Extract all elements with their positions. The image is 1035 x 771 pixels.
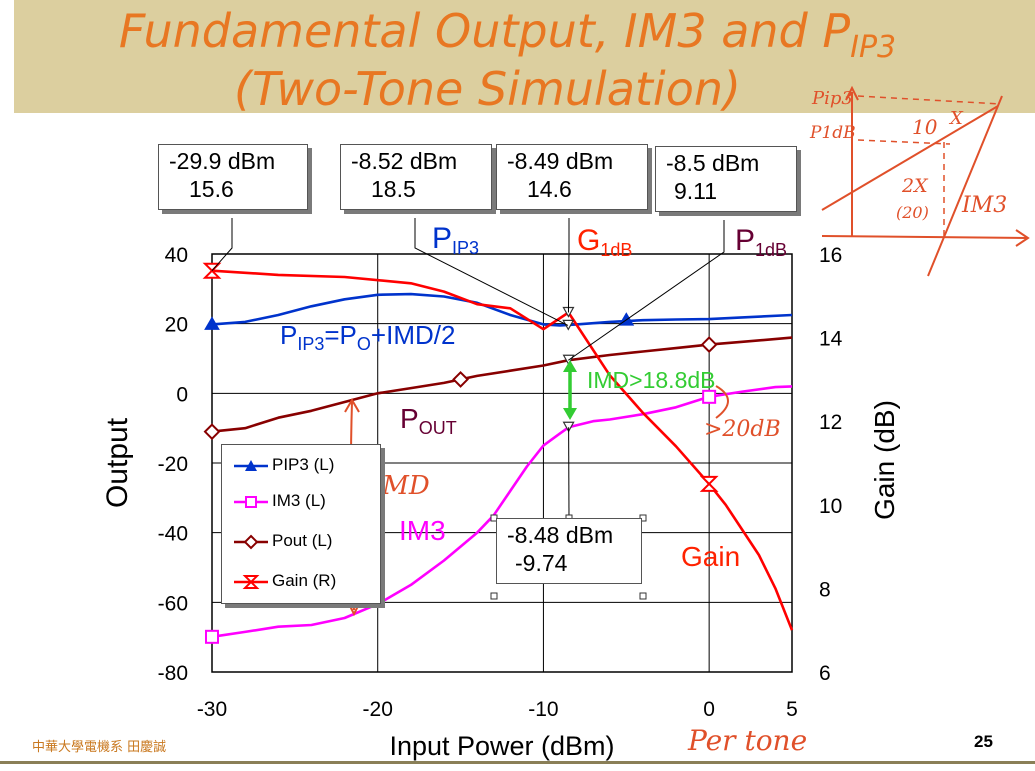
data-point-3 xyxy=(699,475,719,492)
hw-sketch-pip3-dash xyxy=(857,95,1001,105)
y-right-tick-label: 16 xyxy=(819,244,842,267)
gain-annotation: Gain xyxy=(681,541,740,572)
page-number: 25 xyxy=(974,732,993,751)
y-left-tick-label: 20 xyxy=(165,314,188,337)
hw-x-mark: X xyxy=(948,108,964,129)
title-band xyxy=(14,0,1035,113)
y-left-tick-label: -80 xyxy=(158,662,188,685)
hw-sketch-p1db-dash xyxy=(857,139,951,145)
imd-arrowhead-top xyxy=(563,360,577,372)
x-tick-label: -30 xyxy=(197,698,227,721)
selection-handle xyxy=(490,592,498,600)
callout-box-2: -8.52 dBm 18.5 xyxy=(340,144,492,210)
hw-per-tone-label: Per tone xyxy=(687,724,807,757)
data-point-0 xyxy=(204,316,220,330)
hw-imd-arrowhead-bottom xyxy=(347,601,361,617)
series-line-2 xyxy=(211,336,793,433)
y-right-tick-label: 12 xyxy=(819,411,842,434)
callout-box-1: -29.9 dBm 15.6 xyxy=(158,144,308,210)
footer-affiliation: 中華大學電機系 田慶誠 xyxy=(32,740,167,755)
imd-arrowhead-bottom xyxy=(563,408,577,420)
x-tick-label: 0 xyxy=(703,698,715,721)
callout-box-5: -8.48 dBm -9.74 xyxy=(496,518,642,584)
legend-item-gain: Gain (R) xyxy=(234,571,336,591)
y-axis-left-label: Output xyxy=(101,417,134,508)
imd-annotation: IMD>18.8dB xyxy=(587,367,716,393)
g1db-annotation: G1dB xyxy=(577,224,632,260)
hw-pip3-label: Pip3 xyxy=(811,88,853,109)
slide-title-line2: (Two-Tone Simulation) xyxy=(234,62,741,116)
data-point-2 xyxy=(452,370,469,388)
hw-imd-arrowhead-top xyxy=(344,398,360,413)
x-axis-label: Input Power (dBm) xyxy=(389,731,614,761)
y-left-tick-label: 40 xyxy=(165,244,188,267)
selection-handle xyxy=(639,592,647,600)
callout-leader xyxy=(567,218,570,313)
hw-2x-label: 2X xyxy=(901,175,929,197)
y-right-tick-label: 6 xyxy=(819,662,831,685)
hw-sketch-yaxis-head xyxy=(845,85,859,101)
im3-annotation: IM3 xyxy=(399,515,446,546)
hw-ten-label: 10 xyxy=(912,115,938,139)
pip3-annotation: PIP3 xyxy=(432,222,479,258)
hw-sketch-xaxis-head xyxy=(1015,229,1030,247)
hw-p1db-label: P1dB xyxy=(809,123,856,143)
legend-item-pip3: PIP3 (L) xyxy=(234,455,334,475)
callout-box-3: -8.49 dBm 14.6 xyxy=(496,144,648,210)
data-point-1 xyxy=(205,629,219,644)
legend: PIP3 (L) IM3 (L) Pout (L) Gain (R) xyxy=(221,444,381,604)
legend-item-pout: Pout (L) xyxy=(234,531,332,551)
series-line-0 xyxy=(211,292,793,327)
pip3-formula: PIP3=PO+IMD/2 xyxy=(280,320,455,354)
callout-box-4: -8.5 dBm 9.11 xyxy=(655,146,797,212)
p1db-annotation: P1dB xyxy=(735,224,787,260)
y-right-tick-label: 8 xyxy=(819,578,831,601)
data-point-1 xyxy=(702,389,717,404)
y-right-tick-label: 10 xyxy=(819,495,842,518)
x-tick-label: -20 xyxy=(363,698,393,721)
callout-leader xyxy=(414,218,569,326)
data-point-2 xyxy=(203,423,221,441)
y-axis-right-label: Gain (dB) xyxy=(869,400,900,520)
hw-20-label: (20) xyxy=(896,203,929,222)
hw-im3-label: IM3 xyxy=(961,193,1007,218)
callout-leader xyxy=(211,218,233,272)
x-tick-label: -10 xyxy=(528,698,558,721)
y-left-tick-label: -40 xyxy=(158,523,188,546)
bottom-rule xyxy=(0,761,1035,764)
series-line-3 xyxy=(211,269,794,631)
series-line-1 xyxy=(211,385,793,639)
hw-sketch-xaxis xyxy=(821,235,1027,239)
y-right-tick-label: 14 xyxy=(819,328,843,351)
hw-20db-label: >20dB xyxy=(704,417,781,442)
hw-sketch-fund-line xyxy=(821,105,999,211)
callout-leader xyxy=(568,220,725,361)
callout-anchor-point xyxy=(562,319,575,331)
pout-annotation: POUT xyxy=(400,403,457,438)
hw-sketch-im3-line xyxy=(927,95,1003,277)
y-left-tick-label: -60 xyxy=(158,592,188,615)
callout-anchor-point xyxy=(562,421,575,433)
plot-frame xyxy=(211,253,793,673)
y-left-tick-label: 0 xyxy=(176,383,188,406)
data-point-2 xyxy=(700,336,718,353)
slide-title-line1: Fundamental Output, IM3 and PIP3 xyxy=(118,4,897,65)
hw-bracket xyxy=(715,385,729,419)
y-left-tick-label: -20 xyxy=(158,453,188,476)
x-tick-label: 5 xyxy=(786,698,798,721)
legend-item-im3: IM3 (L) xyxy=(234,491,326,511)
